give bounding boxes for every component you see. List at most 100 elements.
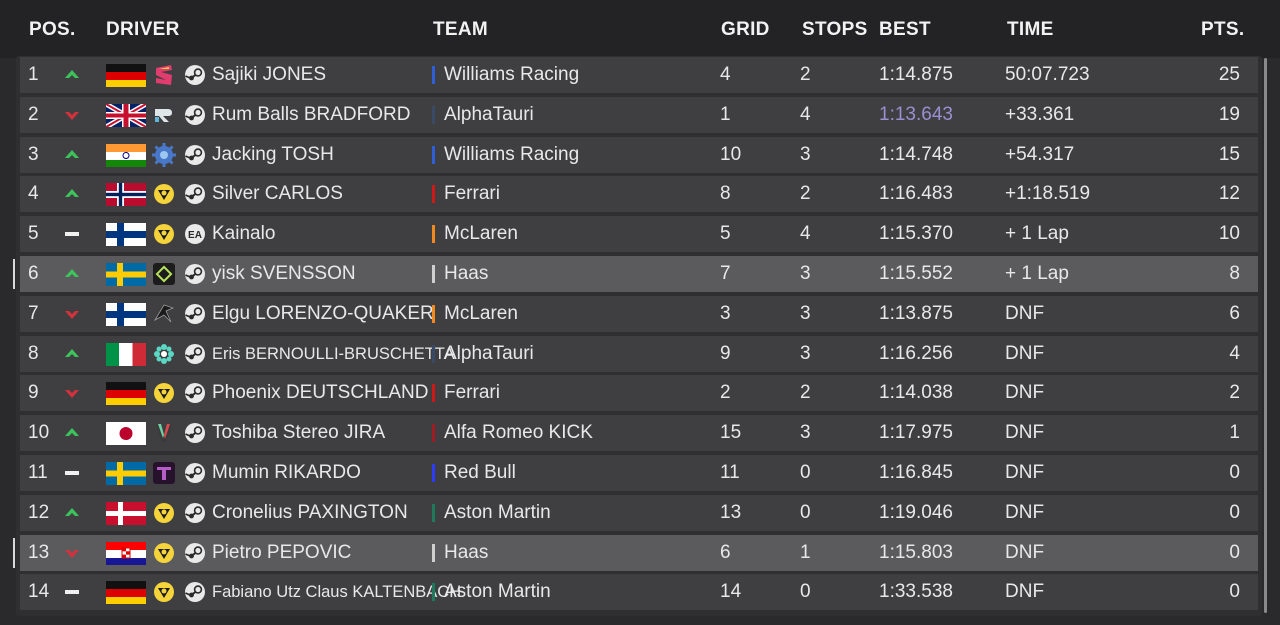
points: 6: [1229, 302, 1240, 324]
sweden-flag-icon: [106, 462, 146, 485]
best-lap: 1:14.748: [879, 143, 953, 165]
race-time: +54.317: [1005, 143, 1075, 165]
team-name: Ferrari: [444, 382, 500, 404]
points: 2: [1229, 382, 1240, 404]
grid-position: 2: [720, 382, 731, 404]
driver-name: Silver CARLOS: [212, 183, 343, 205]
position-down-icon: [64, 107, 80, 123]
race-time: + 1 Lap: [1005, 223, 1069, 245]
best-lap: 1:13.643: [879, 103, 953, 125]
race-time: DNF: [1005, 382, 1045, 404]
driver-name: Jacking TOSH: [212, 143, 334, 165]
team-color-bar: [432, 344, 435, 363]
team-color-bar: [432, 583, 435, 602]
team-name: Williams Racing: [444, 64, 580, 85]
race-time: DNF: [1005, 342, 1045, 364]
pit-stops: 0: [800, 501, 811, 523]
best-lap: 1:16.845: [879, 462, 953, 483]
race-time: DNF: [1005, 422, 1045, 444]
team-logo-icon: [152, 222, 176, 246]
pit-stops: 3: [800, 302, 811, 324]
header-time: TIME: [1007, 19, 1054, 40]
table-row[interactable]: 6 yisk SVENSSON Haas 7 3 1:15.552 + 1 Lap 8: [20, 256, 1258, 292]
grid-position: 7: [720, 263, 731, 284]
team-name: AlphaTauri: [444, 103, 534, 125]
best-lap: 1:17.975: [879, 422, 953, 444]
steam-icon: [184, 382, 206, 404]
table-row[interactable]: 7 Elgu LORENZO-QUAKER McLaren 3 3 1:13.875 DNF…: [20, 295, 1258, 332]
position-same-icon: [64, 226, 80, 242]
team-color-bar: [432, 185, 435, 204]
steam-icon: [184, 183, 206, 205]
best-lap: 1:13.875: [879, 302, 953, 324]
position-down-icon: [64, 385, 80, 401]
position-up-icon: [64, 505, 80, 521]
team-color-bar: [432, 225, 435, 244]
position: 14: [28, 581, 50, 603]
table-row[interactable]: 2 Rum Balls BRADFORD AlphaTauri 1 4 1:13.643 +…: [20, 96, 1258, 133]
team-color-bar: [432, 105, 435, 124]
team-logo-icon: [152, 501, 176, 525]
position: 9: [28, 382, 39, 404]
steam-icon: [184, 343, 206, 365]
position: 11: [28, 462, 48, 483]
scrollbar[interactable]: [1264, 58, 1267, 613]
steam-icon: [184, 303, 206, 325]
selected-row-marker: [13, 259, 15, 289]
grid-position: 15: [720, 422, 742, 444]
best-lap: 1:19.046: [879, 501, 953, 523]
team-name: Red Bull: [444, 462, 516, 483]
team-name: AlphaTauri: [444, 342, 534, 364]
race-time: 50:07.723: [1005, 64, 1090, 85]
s-logo-icon: [152, 63, 176, 87]
steam-icon: [184, 104, 206, 126]
team-color-bar: [432, 424, 435, 443]
table-row[interactable]: 5 EA Kainalo McLaren 5 4 1:15.370 + 1 Lap 10: [20, 216, 1258, 253]
diamond-logo-icon: [152, 262, 176, 286]
race-time: DNF: [1005, 541, 1045, 563]
header-stops: STOPS: [802, 19, 868, 40]
table-row[interactable]: 8 Eris BERNOULLI-BRUSCHETTA AlphaTauri 9 3 1:…: [20, 335, 1258, 372]
driver-name: Sajiki JONES: [212, 64, 327, 85]
india-flag-icon: [106, 143, 146, 167]
table-row[interactable]: 9 Phoenix DEUTSCHLAND Ferrari 2 2 1:14.038 DNF…: [20, 375, 1258, 412]
t-logo-icon: [152, 461, 176, 485]
pit-stops: 0: [800, 462, 811, 483]
race-time: +33.361: [1005, 103, 1075, 125]
team-color-bar: [432, 503, 435, 522]
position-down-icon: [64, 545, 80, 561]
team-color-bar: [432, 464, 435, 482]
race-time: +1:18.519: [1005, 183, 1091, 205]
position: 7: [28, 302, 39, 324]
header-best: BEST: [879, 19, 931, 40]
germany-flag-icon: [106, 382, 146, 406]
driver-name: Cronelius PAXINGTON: [212, 501, 408, 523]
points: 0: [1229, 541, 1240, 563]
position-up-icon: [64, 266, 80, 282]
steam-icon: [184, 542, 206, 564]
position: 10: [28, 422, 50, 444]
pit-stops: 4: [800, 103, 811, 125]
table-row[interactable]: 13 Pietro PEPOVIC Haas 6 1 1:15.803 DNF 0: [20, 534, 1258, 571]
driver-name: Mumin RIKARDO: [212, 462, 361, 483]
position-same-icon: [64, 584, 80, 600]
driver-name: Phoenix DEUTSCHLAND: [212, 382, 429, 404]
table-row[interactable]: 12 Cronelius PAXINGTON Aston Martin 13 0 1:19…: [20, 494, 1258, 531]
table-row[interactable]: 14 Fabiano Utz Claus KALTENBACH Aston Mart…: [20, 574, 1258, 611]
table-row[interactable]: 10 Toshiba Stereo JIRA Alfa Romeo KICK 15 3 1…: [20, 415, 1258, 452]
pit-stops: 3: [800, 342, 811, 364]
position-up-icon: [64, 186, 80, 202]
position: 1: [28, 64, 39, 85]
best-lap: 1:14.038: [879, 382, 953, 404]
steam-icon: [184, 502, 206, 524]
grid-position: 5: [720, 223, 731, 245]
flower-logo-icon: [152, 342, 176, 366]
team-name: Haas: [444, 263, 489, 284]
best-lap: 1:15.370: [879, 223, 953, 245]
driver-name: Eris BERNOULLI-BRUSCHETTA: [212, 344, 455, 363]
table-row[interactable]: 3 Jacking TOSH Williams Racing 10 3 1:14.748 +…: [20, 136, 1258, 173]
position: 6: [28, 263, 39, 284]
table-row[interactable]: 11 Mumin RIKARDO Red Bull 11 0 1:16.845 DNF 0: [20, 455, 1258, 491]
table-row[interactable]: 1 Sajiki JONES Williams Racing 4 2 1:14.875 50…: [20, 57, 1258, 93]
table-row[interactable]: 4 Silver CARLOS Ferrari 8 2 1:16.483 +1:18.519…: [20, 176, 1258, 213]
